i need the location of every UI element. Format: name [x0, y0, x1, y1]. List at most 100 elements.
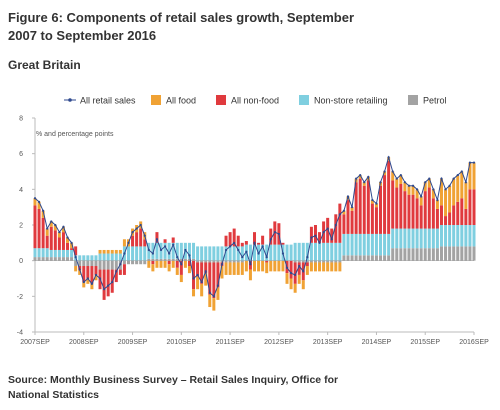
y-tick-label: 6: [19, 151, 23, 158]
bar: [342, 210, 346, 215]
bar: [383, 171, 387, 176]
bar: [370, 200, 374, 204]
bar: [74, 260, 78, 267]
bar: [41, 217, 45, 249]
bar: [49, 226, 53, 250]
line-marker: [269, 238, 272, 241]
line-marker: [277, 232, 280, 236]
bar: [86, 266, 90, 279]
bar: [61, 257, 65, 261]
line-marker: [107, 284, 110, 287]
bar: [37, 208, 41, 249]
bar: [204, 262, 208, 274]
bar: [338, 242, 342, 261]
legend-marker: [68, 98, 72, 102]
line-marker: [216, 284, 220, 287]
bar: [228, 260, 232, 263]
line-marker: [379, 181, 382, 184]
bar: [472, 189, 476, 225]
line-marker: [456, 173, 459, 177]
bar: [415, 228, 419, 249]
bar: [175, 267, 179, 275]
bar: [220, 266, 224, 279]
bar: [309, 242, 313, 261]
line-marker: [415, 188, 419, 191]
bar: [98, 249, 102, 254]
bar: [167, 258, 171, 261]
bar: [472, 246, 476, 261]
bar: [456, 246, 460, 261]
bar: [452, 246, 456, 261]
bar: [330, 262, 334, 272]
bar: [70, 249, 74, 258]
bar: [313, 262, 317, 272]
bar: [135, 260, 139, 265]
bar: [118, 269, 122, 275]
line-marker: [37, 200, 41, 203]
x-tick-label: 2010SEP: [167, 339, 197, 346]
bar: [322, 242, 326, 261]
bar: [143, 260, 147, 265]
bar: [224, 260, 228, 263]
bar: [90, 283, 94, 290]
line-marker: [103, 288, 106, 291]
bar: [395, 178, 399, 188]
bar: [78, 269, 82, 275]
bar: [350, 210, 354, 234]
bar: [53, 257, 57, 261]
bar: [253, 260, 256, 272]
bar: [326, 260, 330, 263]
bar: [200, 262, 204, 284]
bar: [82, 260, 86, 267]
line-marker: [143, 234, 146, 237]
bar: [175, 260, 179, 268]
bar: [212, 246, 216, 261]
bar: [318, 260, 322, 263]
bar: [70, 248, 74, 250]
line-marker: [62, 225, 65, 228]
bar: [407, 185, 411, 195]
line-marker: [176, 256, 179, 259]
y-tick-label: -2: [17, 294, 23, 301]
bar: [151, 260, 155, 265]
bar: [415, 198, 419, 229]
bar: [427, 187, 431, 229]
bar: [297, 262, 301, 275]
bar: [240, 242, 244, 247]
bar: [66, 242, 70, 250]
bar: [387, 233, 391, 256]
bar: [114, 249, 118, 254]
bar: [192, 289, 196, 297]
bar: [423, 228, 427, 249]
line-marker: [94, 273, 98, 277]
bar: [448, 225, 452, 247]
bar: [163, 258, 167, 261]
bar: [395, 248, 399, 261]
bar: [334, 242, 338, 261]
line-marker: [245, 250, 248, 253]
bar: [313, 260, 317, 263]
bar: [261, 244, 265, 261]
line-marker: [424, 181, 427, 184]
line-marker: [391, 170, 394, 173]
bar: [366, 255, 370, 261]
x-tick-label: 2013SEP: [313, 339, 343, 346]
bar: [114, 253, 118, 261]
bar: [204, 273, 208, 286]
line-marker: [127, 241, 130, 244]
bar: [358, 233, 362, 256]
bar: [41, 248, 45, 258]
bar: [33, 198, 37, 206]
line-marker: [281, 252, 285, 255]
bar: [94, 260, 98, 267]
bar: [135, 246, 139, 261]
bar: [45, 228, 49, 236]
bar: [366, 233, 370, 256]
bar: [468, 246, 472, 261]
bar: [200, 246, 204, 261]
bar: [374, 233, 378, 256]
bar: [407, 194, 411, 229]
bar: [228, 262, 232, 275]
bar: [118, 253, 122, 261]
bar: [212, 262, 216, 299]
